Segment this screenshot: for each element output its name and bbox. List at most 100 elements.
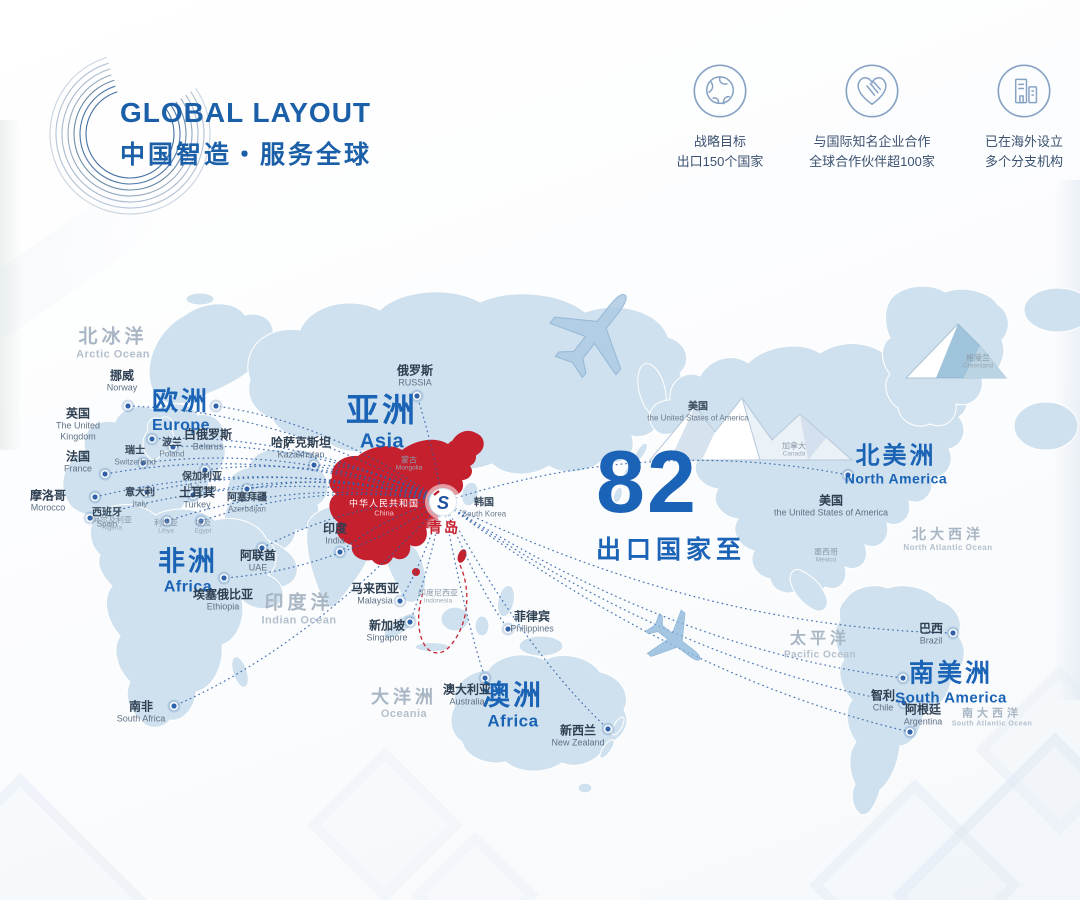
land-japan-2 [634,442,648,462]
globe-icon [693,64,747,118]
route-to-turkey [192,481,444,503]
marker-norway [121,399,135,413]
marker-chile-north [896,671,910,685]
marker-kazakhstan [307,458,321,472]
marker-sweden [209,399,223,413]
feature-strategy: 战略目标 出口150个国家 [652,62,788,172]
feature-text: 战略目标 出口150个国家 [677,132,764,172]
origin-marker-qingdao: S [425,484,461,520]
airplane-icon [549,293,627,379]
land-arctic-canada [1023,287,1080,333]
marker-france [98,467,112,481]
marker-uk [145,432,159,446]
land-scandinavia [148,303,274,405]
route-to-chile [442,501,905,704]
feature-partners: 与国际知名企业合作 全球合作伙伴超100家 [788,62,956,172]
land-java [414,642,450,652]
marker-italy [140,485,154,499]
route-to-kazakhstan [313,464,444,503]
greenland-mountain-illustration [904,323,1008,379]
marker-switzerland [136,456,150,470]
marker-philippines [501,622,515,636]
route-to-philippines [442,501,509,630]
marker-libya [160,514,174,528]
marker-egypt [194,514,208,528]
marker-singapore [403,615,417,629]
land-newguinea [518,635,564,657]
marker-south-africa [167,699,181,713]
landmasses [62,285,1080,816]
page-title-zh: 中国智造・服务全球 [120,140,373,169]
marker-ethiopia [217,571,231,585]
export-count-highlight: 82 出口国家至 [596,432,747,566]
land-philippines [496,584,516,618]
company-logo-letter: S [437,493,449,513]
land-korea [461,481,479,507]
feature-line1: 已在海外设立 [984,134,1063,149]
marker-chile [897,696,911,710]
marker-north-america [841,468,855,482]
route-to-north-america [442,459,849,503]
airplane-icon [644,609,701,661]
feature-line1: 战略目标 [693,134,746,149]
land-japan-1 [621,460,637,488]
land-nz-south [599,739,615,759]
route-to-south-africa [173,501,444,707]
marker-poland [166,440,180,454]
marker-russia [410,389,424,403]
header-titles: GLOBAL LAYOUT 中国智造・服务全球 [120,97,373,171]
export-routes [89,395,954,733]
marker-bulgaria [198,463,212,477]
heart-icon [845,64,899,118]
export-count-caption: 出口国家至 [596,535,747,564]
route-to-norway [127,405,444,503]
route-to-brazil [442,501,954,634]
marker-india [333,545,347,559]
feature-list: 战略目标 出口150个国家 与国际知名企业合作 全球合作伙伴超100家 [652,62,1080,172]
land-tasmania [577,782,593,794]
marker-morocco [83,511,97,525]
route-to-uk [151,437,444,503]
destination-markers [83,389,960,739]
route-to-morocco [89,485,444,519]
land-south-america [834,585,965,816]
feature-text: 已在海外设立 多个分支机构 [985,132,1063,172]
feature-line2: 出口150个国家 [676,154,764,170]
marker-turkey [186,488,200,502]
route-to-azerbaijan [246,481,444,503]
land-africa [90,504,284,728]
land-svalbard [185,292,215,306]
land-japan-3 [612,486,624,504]
export-count-number: 82 [596,432,698,531]
marker-brazil [946,626,960,640]
feature-branches: 已在海外设立 多个分支机构 [956,62,1080,172]
feature-line2: 全球合作伙伴超100家 [809,154,935,170]
land-north-america [649,343,968,599]
route-to-uae [261,501,444,549]
land-uk [142,416,175,461]
land-sulawesi [474,615,490,637]
feature-line1: 与国际知名企业合作 [813,134,931,149]
land-australia [450,654,628,772]
feature-line2: 多个分支机构 [984,154,1063,170]
route-to-australia [442,501,486,679]
land-borneo [440,606,470,632]
alaska-mountains-illustration [648,397,854,461]
marker-azerbaijan [240,482,254,496]
china-highlight [329,430,484,654]
route-to-sweden [215,405,444,503]
marker-spain [88,490,102,504]
marker-malaysia [393,594,407,608]
route-to-libya [166,491,444,522]
marker-argentina [903,725,917,739]
building-icon [997,64,1051,118]
route-to-italy [146,476,444,503]
marker-new-zealand [601,722,615,736]
land-madagascar [231,656,249,688]
land-central-america [789,569,828,612]
feature-text: 与国际知名企业合作 全球合作伙伴超100家 [809,132,935,172]
land-nz-north [611,716,625,736]
